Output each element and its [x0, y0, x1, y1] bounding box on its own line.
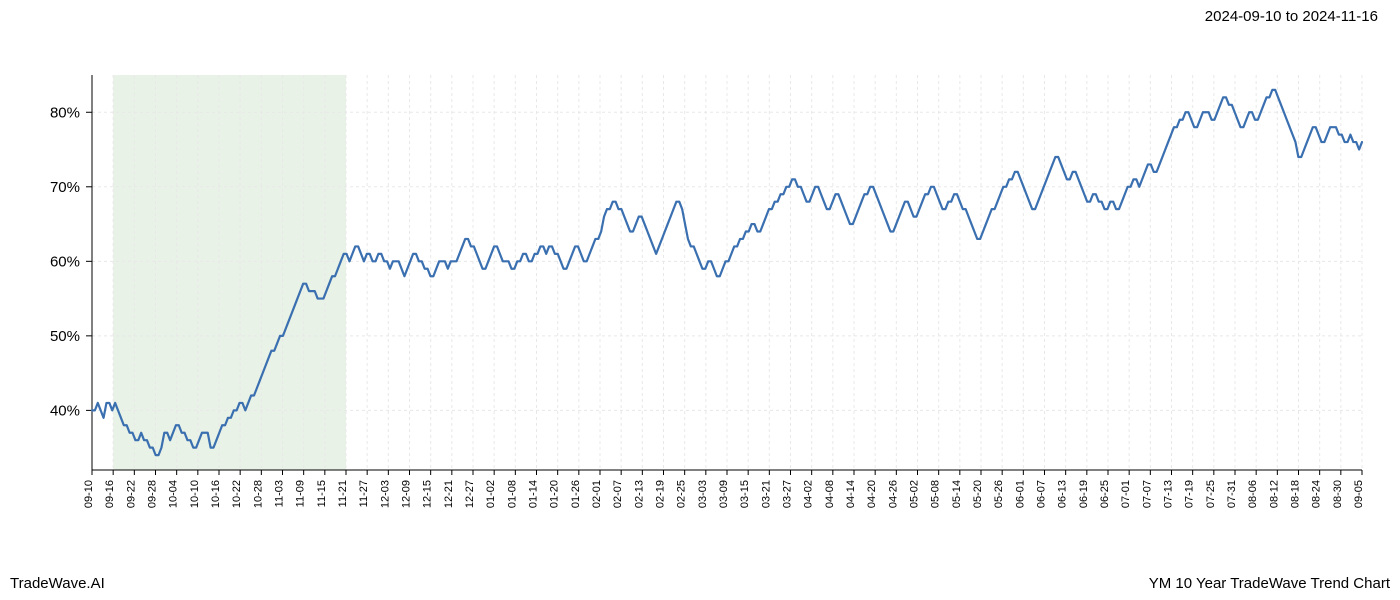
y-tick-label: 80% [50, 104, 80, 121]
chart-container: 2024-09-10 to 2024-11-16 40%50%60%70%80%… [0, 0, 1400, 600]
x-tick-label: 03-03 [697, 480, 709, 508]
x-tick-label: 12-09 [401, 480, 413, 508]
x-tick-label: 05-14 [951, 480, 963, 508]
x-tick-label: 09-10 [83, 480, 95, 508]
x-tick-label: 08-30 [1332, 480, 1344, 508]
x-tick-label: 11-03 [274, 480, 286, 507]
x-tick-label: 03-15 [739, 480, 751, 508]
x-tick-label: 01-20 [549, 480, 561, 508]
x-tick-label: 12-15 [422, 480, 434, 508]
x-tick-label: 06-25 [1099, 480, 1111, 508]
x-tick-label: 11-21 [337, 480, 349, 507]
x-tick-label: 03-21 [760, 480, 772, 508]
x-tick-label: 11-09 [295, 480, 307, 507]
x-tick-label: 07-01 [1120, 480, 1132, 508]
x-tick-label: 02-13 [633, 480, 645, 508]
x-tick-label: 06-07 [1036, 480, 1048, 508]
y-tick-label: 70% [50, 179, 80, 196]
x-tick-label: 02-25 [676, 480, 688, 508]
x-tick-label: 10-16 [210, 480, 222, 508]
x-tick-label: 04-26 [887, 480, 899, 508]
x-tick-label: 03-27 [782, 480, 794, 508]
x-tick-label: 05-02 [909, 480, 921, 508]
x-tick-label: 11-15 [316, 480, 328, 507]
x-tick-label: 06-01 [1014, 480, 1026, 508]
x-tick-label: 04-20 [866, 480, 878, 508]
x-tick-label: 10-04 [168, 480, 180, 508]
x-tick-label: 09-16 [104, 480, 116, 508]
x-tick-label: 09-22 [125, 480, 137, 508]
x-tick-label: 11-27 [358, 480, 370, 507]
y-tick-label: 50% [50, 328, 80, 345]
x-tick-label: 03-09 [718, 480, 730, 508]
footer-title: YM 10 Year TradeWave Trend Chart [1149, 575, 1390, 592]
x-tick-label: 01-26 [570, 480, 582, 508]
x-tick-label: 02-19 [655, 480, 667, 508]
x-tick-label: 04-08 [824, 480, 836, 508]
x-tick-label: 06-13 [1057, 480, 1069, 508]
x-tick-label: 01-08 [506, 480, 518, 508]
x-tick-label: 02-07 [612, 480, 624, 508]
x-tick-label: 09-28 [147, 480, 159, 508]
x-tick-label: 07-19 [1184, 480, 1196, 508]
x-tick-label: 08-06 [1247, 480, 1259, 508]
x-tick-label: 12-03 [379, 480, 391, 508]
footer-brand: TradeWave.AI [10, 575, 105, 592]
x-tick-label: 09-05 [1353, 480, 1365, 508]
x-tick-label: 01-02 [485, 480, 497, 508]
y-tick-label: 40% [50, 402, 80, 419]
x-tick-label: 12-21 [443, 480, 455, 508]
x-tick-label: 07-25 [1205, 480, 1217, 508]
x-tick-label: 12-27 [464, 480, 476, 508]
x-tick-label: 05-20 [972, 480, 984, 508]
x-tick-label: 10-22 [231, 480, 243, 508]
x-tick-label: 05-26 [993, 480, 1005, 508]
x-tick-label: 05-08 [930, 480, 942, 508]
x-tick-label: 10-28 [252, 480, 264, 508]
x-tick-label: 08-12 [1268, 480, 1280, 508]
x-tick-label: 08-24 [1311, 480, 1323, 508]
x-tick-label: 08-18 [1290, 480, 1302, 508]
x-tick-label: 10-10 [189, 480, 201, 508]
y-tick-label: 60% [50, 253, 80, 270]
chart-svg: 40% 50% 60% 70% 80% 09-10 09-16 09-22 09-28 10-04… [0, 0, 1400, 600]
x-tick-label: 02-01 [591, 480, 603, 508]
x-tick-label: 07-13 [1163, 480, 1175, 508]
x-tick-label: 01-14 [528, 480, 540, 508]
x-tick-label: 07-31 [1226, 480, 1238, 508]
x-tick-label: 06-19 [1078, 480, 1090, 508]
x-tick-label: 04-02 [803, 480, 815, 508]
x-tick-label: 07-07 [1141, 480, 1153, 508]
x-tick-label: 04-14 [845, 480, 857, 508]
